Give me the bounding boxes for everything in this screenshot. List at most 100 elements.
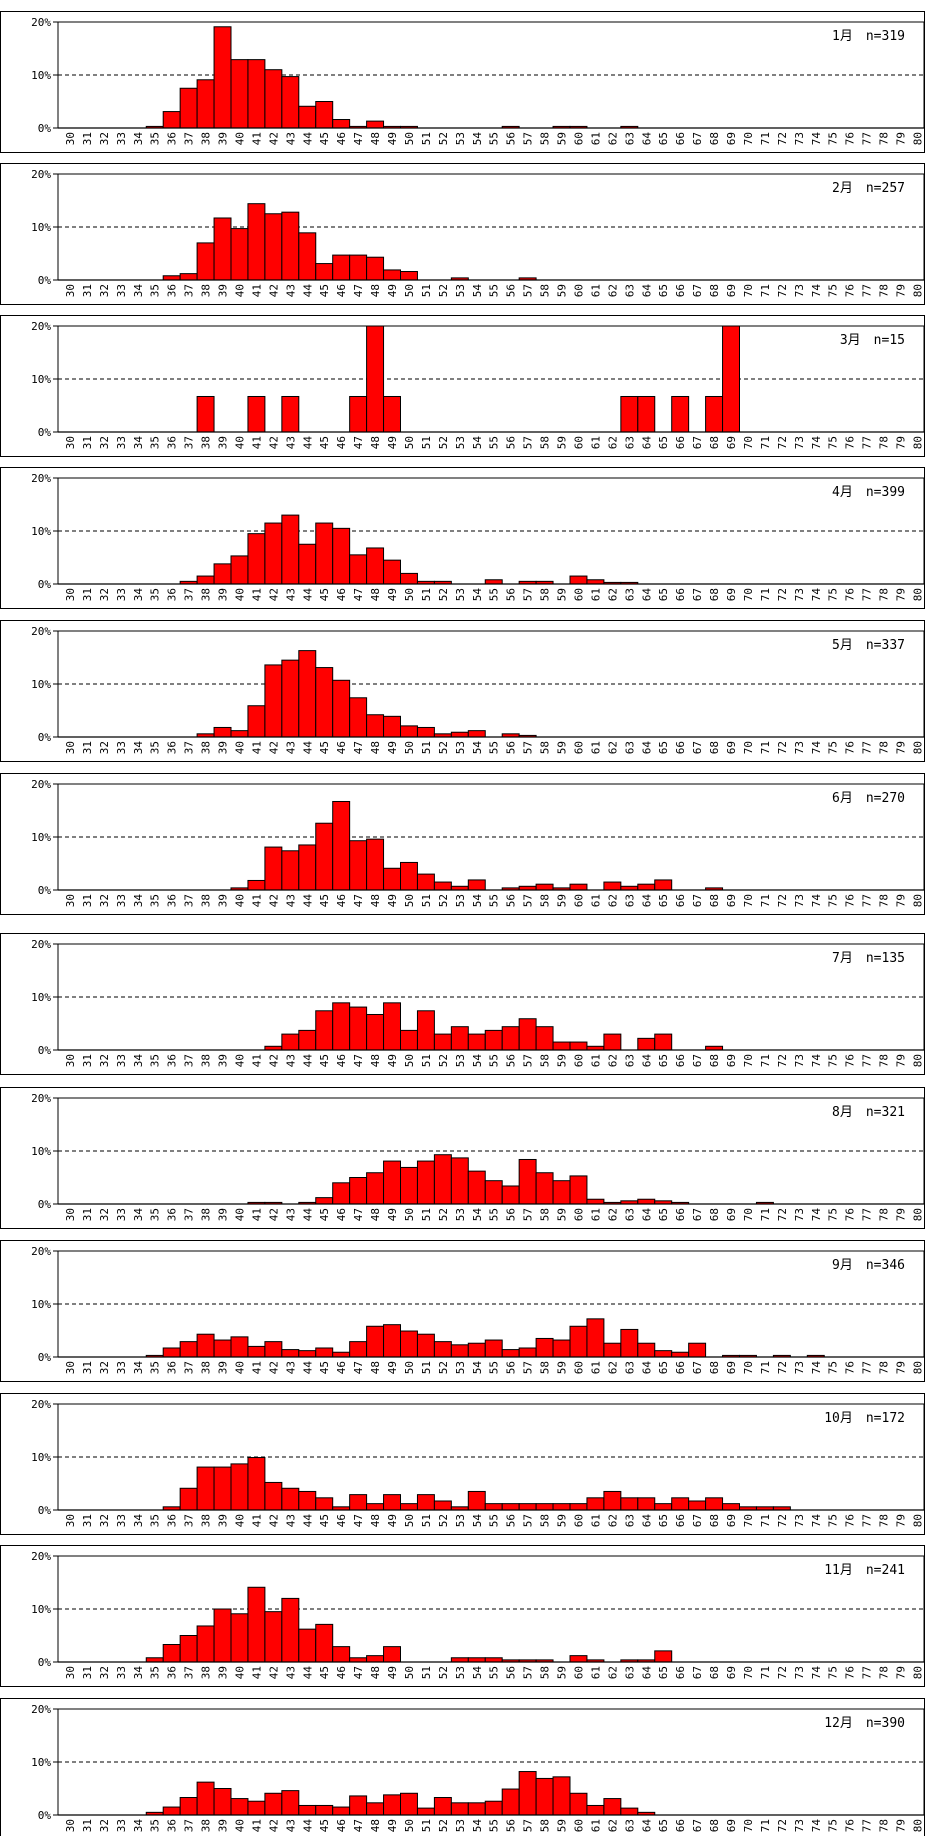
x-tick-label: 31 — [81, 1666, 94, 1679]
x-tick-label: 44 — [301, 1514, 314, 1528]
bar — [281, 659, 300, 738]
x-tick-label: 34 — [132, 588, 145, 602]
x-tick-label: 47 — [352, 894, 365, 907]
x-tick-label: 54 — [471, 284, 484, 298]
y-tick-label: 10% — [31, 831, 51, 844]
x-tick-label: 72 — [776, 1361, 789, 1374]
x-tick-label: 67 — [691, 894, 704, 907]
x-tick-label: 58 — [539, 132, 552, 145]
x-tick-label: 40 — [233, 588, 246, 601]
x-tick-label: 63 — [623, 1208, 636, 1221]
x-tick-label: 51 — [420, 1054, 433, 1067]
bar — [535, 1026, 554, 1051]
x-tick-label: 39 — [217, 1361, 230, 1374]
x-tick-label: 78 — [878, 132, 891, 145]
x-tick-label: 67 — [691, 1666, 704, 1679]
bar — [332, 1646, 351, 1663]
bar — [366, 1172, 385, 1205]
x-tick-label: 79 — [895, 1514, 908, 1527]
x-tick-label: 37 — [183, 1666, 196, 1679]
x-tick-label: 77 — [861, 894, 874, 907]
x-tick-label: 77 — [861, 1666, 874, 1679]
panel-frame — [0, 1393, 925, 1535]
x-tick-label: 61 — [589, 894, 602, 907]
chart-panel-1: 0% 10% 20% 30 31 32 33 34 35 36 37 38 39 40 41 42 43 44 45… — [0, 11, 925, 153]
chart-label: 5月 n=337 — [832, 638, 905, 653]
x-tick-label: 74 — [810, 436, 823, 450]
x-tick-label: 71 — [759, 1819, 772, 1832]
x-tick-label: 50 — [403, 741, 416, 754]
bar — [603, 1342, 622, 1358]
bar — [247, 705, 266, 738]
panel-frame — [0, 467, 925, 609]
x-tick-label: 55 — [488, 1514, 501, 1527]
x-tick-label: 66 — [674, 1819, 687, 1832]
x-tick-label: 44 — [301, 1666, 314, 1680]
panel-frame — [0, 163, 925, 305]
x-tick-label: 42 — [267, 1361, 280, 1374]
x-tick-label: 76 — [844, 1361, 857, 1374]
x-tick-label: 36 — [166, 741, 179, 754]
bar — [349, 254, 368, 281]
x-tick-label: 68 — [708, 1361, 721, 1374]
x-tick-label: 78 — [878, 436, 891, 449]
bar — [586, 1497, 605, 1511]
chart-label: 10月 n=172 — [824, 1411, 905, 1426]
y-tick-label: 0% — [38, 1198, 52, 1211]
x-tick-label: 40 — [233, 1054, 246, 1067]
x-tick-label: 50 — [403, 1054, 416, 1067]
x-tick-label: 56 — [505, 1208, 518, 1221]
x-tick-label: 37 — [183, 436, 196, 449]
x-tick-label: 57 — [522, 894, 535, 907]
bar — [281, 1597, 300, 1663]
chart-label: 7月 n=135 — [832, 951, 905, 966]
x-tick-label: 56 — [505, 894, 518, 907]
x-tick-label: 30 — [64, 1514, 77, 1527]
x-tick-label: 36 — [166, 132, 179, 145]
bar — [366, 1325, 385, 1358]
x-tick-label: 49 — [386, 1819, 399, 1832]
x-tick-label: 70 — [742, 436, 755, 449]
x-tick-label: 36 — [166, 894, 179, 907]
bar — [315, 1497, 334, 1511]
x-tick-label: 76 — [844, 1514, 857, 1527]
x-tick-label: 66 — [674, 284, 687, 297]
x-tick-label: 60 — [572, 588, 585, 601]
bar — [383, 1794, 401, 1816]
bar — [535, 1503, 554, 1511]
x-tick-label: 58 — [539, 436, 552, 449]
bar — [400, 1792, 418, 1816]
x-tick-label: 71 — [759, 741, 772, 754]
x-tick-label: 61 — [589, 1514, 602, 1527]
y-tick-label: 20% — [31, 320, 51, 333]
bar — [264, 1611, 283, 1663]
x-tick-label: 56 — [505, 1054, 518, 1067]
x-tick-label: 40 — [233, 894, 246, 907]
x-tick-label: 55 — [488, 894, 501, 907]
x-tick-label: 78 — [878, 1514, 891, 1527]
bar — [213, 563, 232, 585]
x-tick-label: 66 — [674, 132, 687, 145]
x-tick-label: 46 — [335, 894, 348, 907]
x-tick-label: 52 — [437, 1208, 450, 1221]
x-tick-label: 34 — [132, 132, 145, 146]
x-tick-label: 79 — [895, 1361, 908, 1374]
x-tick-label: 75 — [827, 1208, 840, 1221]
x-tick-label: 55 — [488, 588, 501, 601]
x-tick-label: 77 — [861, 436, 874, 449]
x-tick-label: 35 — [149, 741, 162, 754]
x-tick-label: 44 — [301, 284, 314, 298]
bar — [349, 697, 368, 738]
x-tick-label: 32 — [98, 1208, 111, 1221]
bar — [196, 575, 215, 585]
x-tick-label: 56 — [505, 1819, 518, 1832]
x-tick-label: 43 — [284, 436, 297, 449]
bar — [145, 1657, 164, 1663]
bar — [247, 1800, 266, 1816]
bar — [400, 1029, 418, 1051]
x-tick-label: 60 — [572, 1208, 585, 1221]
y-tick-label: 20% — [31, 1703, 51, 1716]
x-tick-label: 45 — [318, 1666, 331, 1679]
x-tick-label: 72 — [776, 741, 789, 754]
chart-label: 3月 n=15 — [840, 333, 905, 348]
